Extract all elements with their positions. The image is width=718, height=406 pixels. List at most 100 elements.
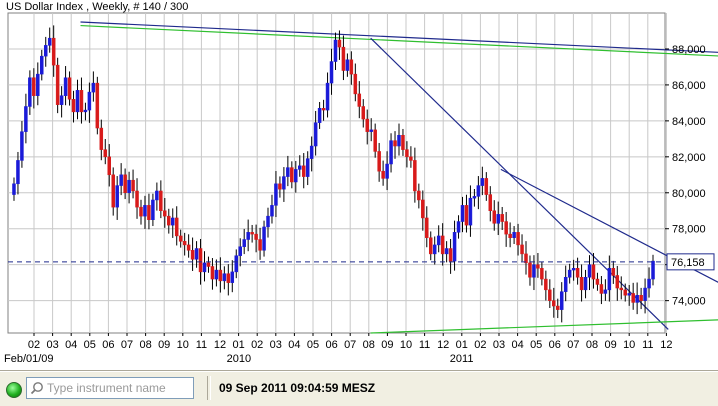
candle-body-down [354,74,357,94]
y-tick-label: 80,000 [672,188,706,200]
candle-body-up [644,288,647,301]
candle-body-up [274,184,277,206]
x-tick-label: 09 [381,339,393,351]
chart-area[interactable]: 74,00076,00078,00080,00082,00084,00086,0… [0,0,718,371]
x-tick-label: 05 [84,339,96,351]
instrument-search-input[interactable] [44,381,187,395]
candle[interactable] [56,58,59,113]
candle-body-up [20,132,23,161]
candle-body-up [608,268,611,290]
candle-body-down [219,270,222,281]
current-price-label: 76,158 [671,257,705,269]
candle-body-up [40,56,43,74]
candle-body-down [624,290,627,295]
candle-body-up [116,186,119,208]
candle-body-down [80,90,83,112]
y-tick-label: 82,000 [672,152,706,164]
x-tick-label: 11 [642,339,653,351]
candle-body-up [457,222,460,233]
x-tick-label: 03 [46,339,58,351]
candle-body-down [32,78,35,96]
y-tick-label: 78,000 [672,224,706,236]
instrument-search-box[interactable] [26,377,194,399]
x-tick-label: 10 [177,339,189,351]
candle-body-up [120,175,123,186]
candle-body-down [255,234,258,239]
candle-body-up [513,232,516,237]
candle-body-down [147,205,150,219]
candle-body-down [517,232,520,245]
x-tick-label: 01 [232,339,244,351]
candle-body-down [441,236,444,254]
x-tick-label: 04 [511,339,523,351]
x-tick-label: 11 [196,339,207,351]
candle-body-up [203,263,206,272]
candle-body-up [437,236,440,245]
candle-body-down [191,250,194,259]
candle-body-down [552,301,555,306]
candle-body-down [616,275,619,288]
candle-body-down [358,94,361,107]
candle-body-down [600,284,603,293]
candle-body-up [433,245,436,254]
candle-body-down [207,263,210,267]
candle-body-up [286,168,289,177]
candle-body-down [302,166,305,177]
candle-body-down [382,171,385,178]
candle-body-up [28,78,31,107]
y-tick-label: 86,000 [672,80,706,92]
candle-body-up [239,247,242,256]
candle-body-up [636,295,639,302]
candle-body-down [378,151,381,171]
candle-body-up [195,249,198,260]
x-tick-label: 02 [28,339,40,351]
candle-body-down [640,295,643,300]
candle-body-up [532,265,535,278]
candle-body-down [417,191,420,200]
candle-body-up [16,160,19,183]
candle-body-down [132,180,135,191]
chart-canvas: 74,00076,00078,00080,00082,00084,00086,0… [0,0,718,370]
candle-body-up [564,277,567,291]
candle[interactable] [96,77,99,135]
candle-body-down [322,108,325,110]
candle-body-down [405,150,408,157]
candle-body-up [473,196,476,198]
x-tick-label: 05 [307,339,319,351]
candle-body-down [632,293,635,302]
candle-body-down [429,238,432,254]
candle-body-up [453,232,456,261]
candle-body-up [346,60,349,71]
candle-body-up [12,184,15,195]
x-tick-label: 04 [65,339,77,351]
x-tick-label: 09 [158,339,170,351]
x-tick-label: 07 [567,339,579,351]
y-tick-label: 74,000 [672,296,706,308]
x-tick-label: 09 [604,339,616,351]
candle-body-down [350,60,353,74]
candle-body-down [199,249,202,272]
candle-body-down [556,306,559,310]
candle-body-up [652,261,655,279]
x-tick-label: 10 [400,339,412,351]
candle-body-up [314,123,317,146]
candle-body-up [24,106,27,131]
x-tick-label: 03 [493,339,505,351]
candle-body-down [227,274,230,283]
candle-body-down [489,195,492,211]
candle-body-down [72,99,75,112]
candle-body-up [497,214,500,223]
candle-body-up [390,141,393,164]
candle-body-up [282,177,285,190]
candle-body-up [588,265,591,278]
candle-body-down [175,218,178,236]
candle-body-down [124,175,127,193]
search-icon [30,381,44,395]
candle-body-up [48,38,51,45]
candle-body-up [243,240,246,247]
candle-body-down [362,106,365,119]
x-tick-label: 01 [456,339,468,351]
candle-body-up [461,205,464,221]
x-tick-label: 12 [660,339,672,351]
candle-body-down [576,268,579,277]
